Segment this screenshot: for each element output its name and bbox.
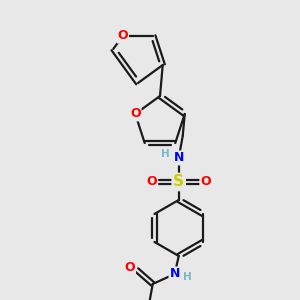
- Text: O: O: [124, 262, 135, 275]
- Text: N: N: [173, 152, 184, 164]
- Text: H: H: [183, 272, 192, 282]
- Text: O: O: [146, 176, 157, 188]
- Text: S: S: [173, 175, 184, 190]
- Text: O: O: [200, 176, 211, 188]
- Text: H: H: [161, 149, 170, 159]
- Text: N: N: [169, 268, 180, 281]
- Text: O: O: [117, 29, 128, 43]
- Text: O: O: [130, 107, 141, 121]
